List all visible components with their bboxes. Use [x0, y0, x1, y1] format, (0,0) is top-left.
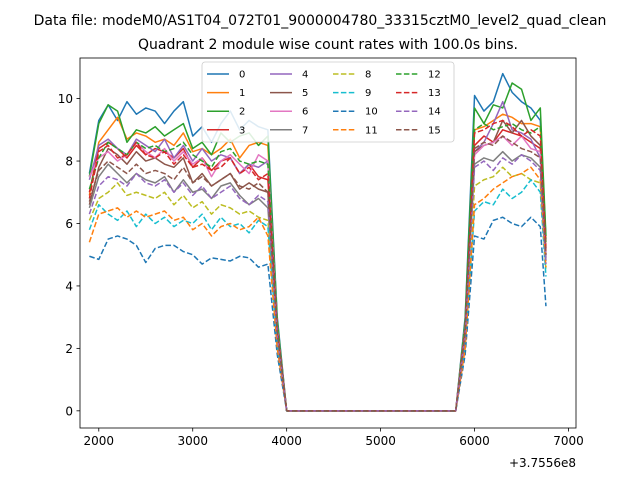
y-tick-label: 0 [65, 404, 73, 418]
series-line-13 [88, 119, 547, 412]
legend-label-5: 5 [302, 88, 308, 99]
plot-area [88, 72, 547, 412]
legend-label-14: 14 [428, 107, 441, 118]
x-tick-label: 7000 [553, 434, 584, 448]
legend-label-2: 2 [239, 107, 245, 118]
series-line-10 [89, 216, 547, 412]
x-tick-label: 3000 [177, 434, 208, 448]
legend-label-1: 1 [239, 88, 245, 99]
legend-label-0: 0 [239, 70, 245, 81]
series-line-6 [88, 135, 547, 412]
x-offset-label: +3.7556e8 [509, 456, 576, 470]
legend-label-3: 3 [239, 125, 245, 136]
series-line-1 [88, 113, 547, 412]
series-line-8 [88, 166, 547, 412]
legend-label-10: 10 [365, 107, 378, 118]
series-line-5 [88, 119, 547, 412]
axis-ticks: 2000 3000 4000 5000 6000 7000 0 2 4 6 8 10 [58, 92, 584, 448]
legend-label-9: 9 [365, 88, 371, 99]
legend-label-8: 8 [365, 70, 371, 81]
legend-label-11: 11 [365, 125, 378, 136]
x-tick-label: 6000 [459, 434, 490, 448]
legend-label-15: 15 [428, 125, 441, 136]
y-tick-label: 2 [65, 342, 73, 356]
axes-frame [79, 57, 577, 429]
series-line-7 [88, 150, 547, 412]
legend-label-4: 4 [302, 70, 308, 81]
y-tick-label: 4 [65, 279, 73, 293]
series-line-12 [88, 122, 547, 412]
legend-label-13: 13 [428, 88, 441, 99]
legend-label-7: 7 [302, 125, 308, 136]
figure-suptitle: Data file: modeM0/AS1T04_072T01_90000047… [34, 13, 607, 29]
series-line-14 [88, 154, 547, 412]
series-line-9 [88, 179, 547, 412]
x-tick-label: 4000 [271, 434, 302, 448]
y-tick-label: 10 [58, 92, 73, 106]
series-line-15 [88, 135, 547, 412]
chart-title: Quadrant 2 module wise count rates with … [138, 37, 518, 53]
y-tick-label: 6 [65, 217, 73, 231]
y-tick-label: 8 [65, 155, 73, 169]
legend-label-6: 6 [302, 107, 308, 118]
legend-box [201, 61, 455, 143]
x-tick-label: 2000 [84, 434, 115, 448]
legend-label-12: 12 [428, 70, 441, 81]
x-tick-label: 5000 [365, 434, 396, 448]
series-line-11 [88, 166, 547, 412]
